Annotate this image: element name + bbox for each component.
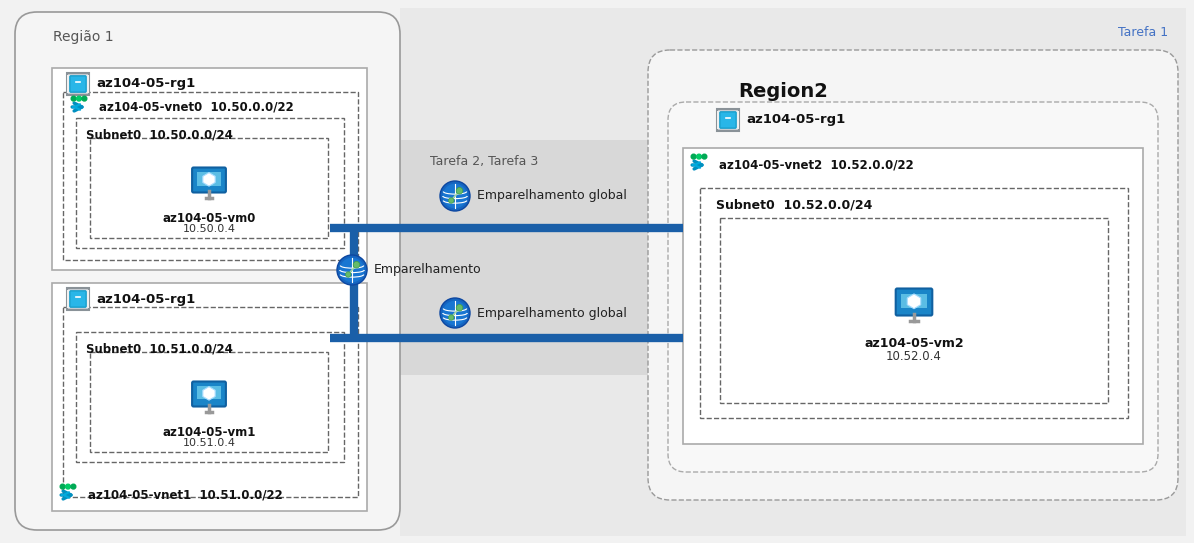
Bar bbox=[53, 283, 367, 511]
Polygon shape bbox=[203, 387, 215, 400]
Circle shape bbox=[456, 187, 463, 194]
Circle shape bbox=[353, 261, 359, 268]
Circle shape bbox=[696, 154, 701, 159]
Text: Tarefa 1: Tarefa 1 bbox=[1118, 26, 1168, 39]
Circle shape bbox=[60, 484, 64, 489]
Circle shape bbox=[441, 181, 470, 211]
Bar bbox=[86, 290, 90, 308]
Text: Emparelhamento: Emparelhamento bbox=[374, 263, 481, 276]
Circle shape bbox=[82, 96, 87, 101]
Polygon shape bbox=[907, 294, 921, 309]
Text: az104-05-rg1: az104-05-rg1 bbox=[96, 78, 196, 91]
Text: Emparelhamento global: Emparelhamento global bbox=[476, 190, 627, 203]
Text: 10.51.0.4: 10.51.0.4 bbox=[183, 438, 235, 448]
Bar bbox=[720, 218, 1108, 403]
FancyBboxPatch shape bbox=[192, 167, 226, 193]
Text: az104-05-vnet2  10.52.0.0/22: az104-05-vnet2 10.52.0.0/22 bbox=[719, 159, 913, 172]
FancyBboxPatch shape bbox=[720, 112, 737, 128]
Text: Tarefa 2, Tarefa 3: Tarefa 2, Tarefa 3 bbox=[430, 155, 538, 168]
Circle shape bbox=[70, 484, 75, 489]
Circle shape bbox=[443, 301, 467, 325]
FancyBboxPatch shape bbox=[192, 382, 226, 407]
Bar bbox=[90, 352, 328, 452]
Text: Region2: Region2 bbox=[738, 82, 827, 101]
Circle shape bbox=[691, 154, 696, 159]
Text: az104-05-rg1: az104-05-rg1 bbox=[96, 293, 196, 306]
Circle shape bbox=[443, 184, 467, 209]
Circle shape bbox=[345, 272, 351, 277]
Bar bbox=[67, 288, 90, 310]
FancyBboxPatch shape bbox=[70, 291, 86, 307]
FancyBboxPatch shape bbox=[648, 50, 1178, 500]
Text: az104-05-rg1: az104-05-rg1 bbox=[746, 113, 845, 127]
Bar bbox=[197, 386, 221, 400]
Bar bbox=[901, 294, 927, 308]
Text: 10.52.0.4: 10.52.0.4 bbox=[886, 350, 942, 363]
Text: az104-05-vm2: az104-05-vm2 bbox=[864, 337, 964, 350]
Text: Subnet0  10.50.0.0/24: Subnet0 10.50.0.0/24 bbox=[86, 128, 233, 141]
FancyBboxPatch shape bbox=[896, 288, 933, 315]
Bar bbox=[700, 188, 1128, 418]
Bar bbox=[197, 172, 221, 186]
Text: az104-05-vm1: az104-05-vm1 bbox=[162, 426, 256, 439]
Bar bbox=[86, 75, 90, 93]
Circle shape bbox=[72, 96, 76, 101]
Circle shape bbox=[337, 255, 367, 285]
Text: az104-05-vnet0  10.50.0.0/22: az104-05-vnet0 10.50.0.0/22 bbox=[99, 100, 294, 113]
Text: az104-05-vnet1  10.51.0.0/22: az104-05-vnet1 10.51.0.0/22 bbox=[88, 489, 283, 502]
Text: az104-05-vm0: az104-05-vm0 bbox=[162, 212, 256, 225]
Bar bbox=[400, 8, 1186, 536]
Polygon shape bbox=[203, 173, 215, 186]
Bar bbox=[63, 307, 358, 497]
Circle shape bbox=[449, 315, 454, 320]
Text: Emparelhamento global: Emparelhamento global bbox=[476, 306, 627, 319]
Bar bbox=[53, 68, 367, 270]
Bar bbox=[67, 75, 70, 93]
Bar bbox=[67, 73, 90, 95]
FancyBboxPatch shape bbox=[667, 102, 1158, 472]
Text: 10.50.0.4: 10.50.0.4 bbox=[183, 224, 235, 234]
Bar bbox=[63, 92, 358, 260]
Bar bbox=[736, 111, 739, 129]
Bar bbox=[716, 111, 720, 129]
Circle shape bbox=[702, 154, 707, 159]
Circle shape bbox=[449, 198, 454, 203]
Bar bbox=[76, 118, 344, 248]
Bar bbox=[716, 109, 739, 131]
Bar bbox=[90, 138, 328, 238]
Bar bbox=[67, 290, 70, 308]
Text: Região 1: Região 1 bbox=[53, 30, 113, 44]
Bar bbox=[683, 148, 1143, 444]
Text: Subnet0  10.51.0.0/24: Subnet0 10.51.0.0/24 bbox=[86, 342, 233, 355]
Circle shape bbox=[66, 484, 70, 489]
FancyBboxPatch shape bbox=[16, 12, 400, 530]
Bar bbox=[330, 140, 975, 375]
Circle shape bbox=[76, 96, 81, 101]
Bar bbox=[76, 332, 344, 462]
Text: Subnet0  10.52.0.0/24: Subnet0 10.52.0.0/24 bbox=[716, 198, 873, 211]
Circle shape bbox=[340, 258, 364, 282]
Circle shape bbox=[441, 298, 470, 328]
Circle shape bbox=[456, 305, 463, 311]
FancyBboxPatch shape bbox=[70, 76, 86, 92]
